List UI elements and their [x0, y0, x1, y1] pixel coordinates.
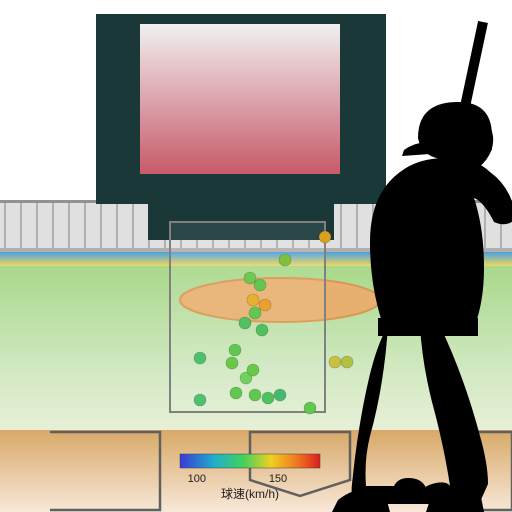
- pitch-marker: [249, 389, 261, 401]
- pitch-marker: [256, 324, 268, 336]
- pitch-marker: [304, 402, 316, 414]
- pitch-marker: [194, 394, 206, 406]
- legend-label: 球速(km/h): [221, 487, 279, 501]
- pitch-marker: [259, 299, 271, 311]
- pitch-marker: [247, 364, 259, 376]
- pitch-marker: [319, 231, 331, 243]
- pitch-marker: [247, 294, 259, 306]
- legend-tick-2: 150: [269, 473, 287, 485]
- pitch-marker: [194, 352, 206, 364]
- legend-tick-1: 100: [188, 473, 206, 485]
- pitch-marker: [226, 357, 238, 369]
- pitch-marker: [274, 389, 286, 401]
- pitch-marker: [249, 307, 261, 319]
- pitch-marker: [329, 356, 341, 368]
- pitch-location-chart: 100 150 球速(km/h): [0, 0, 512, 512]
- pitch-marker: [341, 356, 353, 368]
- pitch-marker: [279, 254, 291, 266]
- pitch-marker: [230, 387, 242, 399]
- pitch-marker: [244, 272, 256, 284]
- pitch-marker: [239, 317, 251, 329]
- pitch-marker: [229, 344, 241, 356]
- pitch-marker: [262, 392, 274, 404]
- pitch-marker: [254, 279, 266, 291]
- scoreboard-screen: [140, 24, 340, 174]
